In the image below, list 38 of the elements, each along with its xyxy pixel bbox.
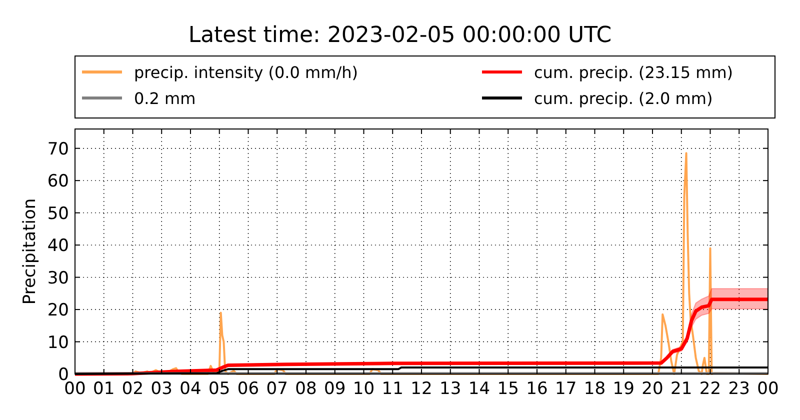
x-tick-label: 04 <box>180 379 202 399</box>
x-tick-label: 01 <box>93 379 115 399</box>
x-tick-label: 16 <box>526 379 548 399</box>
x-tick-label: 08 <box>295 379 317 399</box>
y-tick-label: 70 <box>47 139 69 160</box>
chart-title: Latest time: 2023-02-05 00:00:00 UTC <box>188 23 612 48</box>
x-tick-label: 00 <box>64 379 86 399</box>
x-tick-label: 07 <box>266 379 288 399</box>
y-tick-label: 10 <box>47 332 69 353</box>
y-axis-title: Precipitation <box>20 198 40 305</box>
x-tick-label: 21 <box>670 379 692 399</box>
y-tick-label: 20 <box>47 300 69 321</box>
x-tick-label: 05 <box>208 379 230 399</box>
y-tick-label: 30 <box>47 268 69 288</box>
x-tick-label: 02 <box>122 379 144 399</box>
x-tick-label: 15 <box>497 379 519 399</box>
x-tick-label: 18 <box>584 379 606 399</box>
x-tick-label: 17 <box>555 379 577 399</box>
x-tick-label: 00 <box>757 379 779 399</box>
x-tick-label: 23 <box>728 379 750 399</box>
y-tick-label: 60 <box>47 172 69 192</box>
x-tick-label: 10 <box>352 379 375 399</box>
x-tick-label: 12 <box>410 379 432 399</box>
x-tick-label: 22 <box>699 379 722 399</box>
x-tick-label: 20 <box>642 379 664 399</box>
legend-label: cum. precip. (23.15 mm) <box>534 63 734 82</box>
x-tick-label: 13 <box>440 379 462 399</box>
x-tick-label: 09 <box>324 379 346 399</box>
y-tick-label: 50 <box>47 204 69 224</box>
legend-label: 0.2 mm <box>134 89 196 108</box>
legend-label: cum. precip. (2.0 mm) <box>534 89 713 108</box>
x-tick-label: 03 <box>150 379 172 399</box>
y-tick-label: 40 <box>47 236 69 256</box>
legend-label: precip. intensity (0.0 mm/h) <box>134 63 358 82</box>
x-tick-label: 19 <box>612 379 634 399</box>
x-tick-label: 11 <box>382 379 404 399</box>
x-tick-label: 14 <box>468 379 490 399</box>
x-tick-label: 06 <box>237 379 260 399</box>
